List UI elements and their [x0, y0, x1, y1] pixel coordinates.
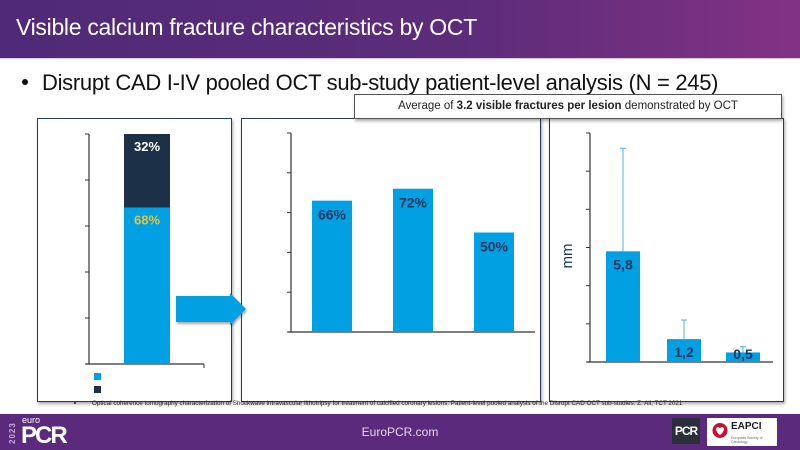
- chart-panel-mm: [549, 118, 784, 402]
- callout-prefix: Average of: [398, 100, 457, 112]
- footnote: Optical coherence tomography characteriz…: [74, 400, 682, 407]
- logo-euro-text: euro: [22, 415, 41, 425]
- slide-header: Visible calcium fracture characteristics…: [0, 0, 800, 59]
- chart-panel-percentages: [241, 118, 541, 402]
- eapci-subtitle: European Society of Cardiology: [731, 436, 763, 444]
- eapci-name: EAPCI: [731, 421, 762, 432]
- slide-footer: 2023 euro PCR EuroPCR.com: [0, 414, 800, 450]
- slide-title: Visible calcium fracture characteristics…: [16, 14, 477, 40]
- callout-bold: 3.2 visible fractures per lesion: [456, 100, 622, 112]
- callout-box: Average of 3.2 visible fractures per les…: [354, 94, 782, 119]
- pcr-logo: PCR: [672, 418, 700, 444]
- bullet-dot-icon: [22, 79, 28, 86]
- heart-icon: [712, 423, 728, 438]
- footnote-text: Optical coherence tomography characteriz…: [92, 400, 683, 407]
- bullet-point: Disrupt CAD I-IV pooled OCT sub-study pa…: [22, 70, 718, 96]
- bullet-text: Disrupt CAD I-IV pooled OCT sub-study pa…: [42, 70, 719, 95]
- eapci-logo: EAPCI European Society of Cardiology: [707, 418, 777, 446]
- logo-pcr-text: PCR: [21, 422, 68, 449]
- callout-suffix: demonstrated by OCT: [621, 100, 738, 112]
- chart-panel-stacked: [37, 118, 232, 402]
- footer-site-link[interactable]: EuroPCR.com: [361, 425, 439, 439]
- europcr-logo: 2023 euro PCR: [8, 415, 68, 449]
- right-arrow-icon: [176, 293, 246, 325]
- footnote-bullet-icon: [74, 402, 76, 405]
